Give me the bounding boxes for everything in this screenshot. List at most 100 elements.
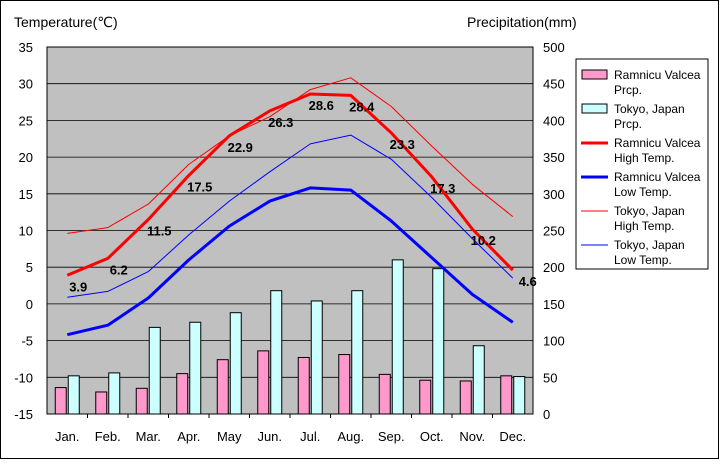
left-axis-ticks: -15 -10 -5 0 5 10 15 20 25 30 35 [14, 40, 33, 422]
data-label: 3.9 [69, 279, 87, 294]
grid-lines [47, 83, 533, 378]
precip-bar [176, 373, 189, 415]
data-label: 10.2 [471, 233, 496, 248]
right-tick-label: 250 [543, 224, 565, 239]
x-tick-label: Jan. [55, 429, 80, 444]
left-tick-label: 10 [19, 224, 33, 239]
x-tick-label: Oct. [420, 429, 444, 444]
precip-bar [95, 391, 108, 415]
left-tick-label: 35 [19, 40, 33, 55]
left-tick-label: -10 [14, 370, 33, 385]
precip-bar [229, 312, 242, 415]
right-tick-label: 200 [543, 260, 565, 275]
x-tick-label: Jul. [300, 429, 320, 444]
data-label: 17.3 [430, 181, 455, 196]
left-tick-label: 25 [19, 113, 33, 128]
x-tick-label: Sep. [378, 429, 405, 444]
x-tick-label: Jun. [257, 429, 282, 444]
legend-label: High Temp. [614, 219, 674, 233]
precip-bar [459, 380, 472, 415]
data-label: 17.5 [187, 179, 212, 194]
temp-line [66, 92, 514, 277]
legend-label: Tokyo, Japan [614, 238, 685, 252]
right-axis-title: Precipitation(mm) [467, 14, 577, 30]
legend-label: Tokyo, Japan [614, 102, 685, 116]
left-tick-label: 30 [19, 77, 33, 92]
precip-bar [432, 268, 445, 415]
legend-swatch [581, 69, 608, 80]
data-labels: 3.9 6.2 11.5 17.5 22.9 26.3 28.6 28.4 23.3 17.3 10… [69, 98, 537, 294]
data-label: 28.6 [309, 98, 334, 113]
legend-label: Low Temp. [614, 253, 672, 267]
x-tick-label: Aug. [337, 429, 364, 444]
left-tick-label: 20 [19, 150, 33, 165]
temperature-lines [66, 77, 514, 337]
legend-box [575, 58, 709, 270]
precip-bar [391, 259, 404, 415]
precip-bar [297, 356, 310, 415]
right-tick-label: 500 [543, 40, 565, 55]
left-tick-label: 5 [26, 260, 33, 275]
data-label: 6.2 [110, 262, 128, 277]
legend-label: Prcp. [614, 117, 642, 131]
temp-line [67, 134, 514, 298]
legend-label: Low Temp. [614, 185, 672, 199]
data-label: 4.6 [519, 274, 537, 289]
precip-bar [135, 387, 148, 415]
precip-bar [257, 350, 270, 415]
precip-bar [148, 326, 161, 415]
right-tick-label: 450 [543, 77, 565, 92]
legend-swatch [581, 103, 608, 114]
right-tick-label: 50 [543, 370, 557, 385]
left-tick-label: -15 [14, 407, 33, 422]
precip-bar [500, 375, 513, 415]
right-tick-label: 350 [543, 150, 565, 165]
precip-bar [351, 290, 364, 415]
x-tick-label: Nov. [459, 429, 485, 444]
right-tick-label: 100 [543, 334, 565, 349]
precip-bar [67, 375, 80, 415]
x-axis-ticks: Jan. Feb. Mar. Apr. May Jun. Jul. Aug. Sep. Oct. N… [55, 414, 526, 444]
precip-bar [419, 379, 432, 415]
x-tick-label: Mar. [136, 429, 161, 444]
precip-bar [513, 376, 526, 415]
legend-label: High Temp. [614, 151, 674, 165]
precip-bar [54, 387, 67, 415]
precip-bar [189, 321, 202, 415]
right-tick-label: 400 [543, 113, 565, 128]
right-axis-ticks: 0 50 100 150 200 250 300 350 400 450 500 [543, 40, 565, 422]
legend-label: Ramnicu Valcea [614, 68, 701, 82]
legend-label: Prcp. [614, 83, 642, 97]
precipitation-bars [54, 259, 526, 415]
left-tick-label: -5 [21, 334, 33, 349]
legend-label: Ramnicu Valcea [614, 136, 701, 150]
data-label: 23.3 [390, 137, 415, 152]
legend-label: Tokyo, Japan [614, 204, 685, 218]
precip-bar [108, 372, 121, 415]
left-tick-label: 0 [26, 297, 33, 312]
precip-bar [310, 300, 323, 415]
data-label: 26.3 [268, 115, 293, 130]
data-label: 28.4 [349, 99, 375, 114]
data-label: 22.9 [228, 140, 253, 155]
precip-bar [378, 373, 391, 415]
data-label: 11.5 [147, 223, 172, 238]
right-tick-label: 150 [543, 297, 565, 312]
left-axis-title: Temperature(℃) [14, 14, 118, 30]
x-tick-label: Dec. [499, 429, 526, 444]
precip-bar [270, 290, 283, 415]
precip-bar [472, 345, 485, 415]
precip-bar [338, 354, 351, 415]
left-tick-label: 15 [19, 187, 33, 202]
x-tick-label: May [217, 429, 242, 444]
right-tick-label: 300 [543, 187, 565, 202]
x-tick-label: Feb. [95, 429, 121, 444]
right-tick-label: 0 [543, 407, 550, 422]
temp-line [66, 186, 514, 337]
legend-label: Ramnicu Valcea [614, 170, 701, 184]
x-tick-label: Apr. [177, 429, 200, 444]
precip-bar [216, 359, 229, 415]
